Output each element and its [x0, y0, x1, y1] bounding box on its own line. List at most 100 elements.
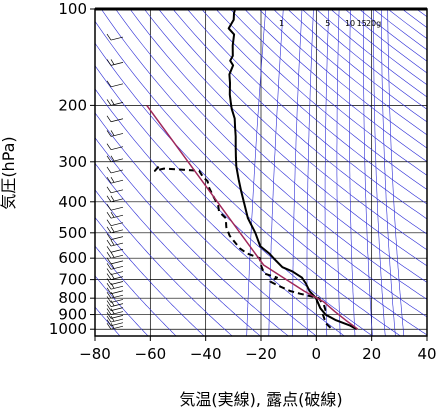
x-axis-title: 気温(実線), 露点(破線) — [179, 390, 342, 409]
dry-adiabat-line — [172, 9, 427, 235]
dry-adiabat-line — [143, 9, 427, 267]
wind-barb-flag — [110, 99, 115, 105]
wind-barb — [106, 296, 124, 303]
wind-barb — [106, 257, 124, 265]
wind-barb — [106, 263, 124, 270]
wind-barb-shaft — [110, 254, 124, 259]
data-lines — [146, 9, 359, 331]
wind-barb-flag — [106, 219, 112, 226]
dry-adiabat-line — [244, 9, 427, 162]
wind-barb-shaft — [110, 189, 124, 194]
dry-adiabat-line — [301, 9, 427, 110]
wind-barb-flag — [106, 291, 112, 299]
dry-adiabat-line — [95, 189, 233, 336]
wind-barb-flag — [110, 300, 115, 306]
wind-barb-flag — [106, 80, 112, 88]
wind-barb-shaft — [110, 36, 124, 41]
wind-barb-shaft — [110, 118, 124, 123]
dry-adiabat-line — [129, 9, 427, 283]
x-tick-label: −40 — [190, 345, 222, 363]
wind-barb-flag — [106, 143, 112, 150]
mixing-ratio-line — [349, 9, 356, 336]
wind-barb — [106, 226, 124, 234]
wind-barb-flag — [106, 186, 112, 194]
wind-barb — [106, 186, 124, 194]
wind-barb-flag — [106, 115, 112, 122]
wind-barb-flag — [106, 59, 112, 66]
wind-barb-shaft — [110, 214, 124, 219]
wind-barb-flag — [110, 308, 115, 314]
wind-barb-flag — [110, 251, 115, 258]
dry-adiabat-line — [186, 9, 427, 220]
dry-adiabat-line — [95, 245, 177, 336]
wind-barb-shaft — [110, 206, 124, 211]
wind-barb-flag — [106, 211, 112, 219]
wind-barb-shaft — [110, 285, 124, 290]
wind-barb — [106, 246, 124, 253]
wind-barb — [106, 130, 124, 137]
wind-barb — [106, 251, 124, 259]
wind-barb — [106, 99, 124, 106]
wind-barb-shaft — [110, 169, 124, 174]
wind-barb-flag — [106, 308, 112, 315]
wind-barb — [106, 319, 124, 327]
wind-barb-shaft — [110, 299, 124, 303]
wind-barb-flag — [106, 99, 112, 106]
wind-barb-flag — [106, 323, 112, 330]
wind-barb — [106, 308, 124, 315]
y-tick-label: 100 — [58, 0, 87, 18]
wind-barb — [106, 300, 124, 307]
wind-barb-flag — [106, 251, 112, 259]
wind-barb — [106, 166, 124, 174]
wind-barb-flag — [110, 130, 115, 136]
wind-barb-flag — [106, 263, 112, 270]
wind-barb-shaft — [110, 311, 124, 315]
wind-barb-flag — [106, 296, 112, 303]
wind-barb-flag — [106, 312, 112, 319]
dry-adiabat-line — [115, 9, 427, 300]
x-tick-label: −20 — [245, 345, 277, 363]
wind-barb-shaft — [110, 248, 124, 253]
mixing-ratio-line — [373, 9, 386, 336]
wind-barb-flag — [106, 195, 112, 202]
dry-adiabat-line — [201, 9, 427, 205]
wind-barb-shaft — [110, 242, 124, 247]
y-tick-label: 900 — [58, 306, 87, 324]
dry-adiabat-line — [387, 9, 427, 40]
wind-barb-flag — [111, 3, 114, 8]
dry-adiabat-line — [95, 306, 121, 336]
wind-barb-flag — [106, 283, 112, 290]
wind-barb-flag — [106, 268, 112, 275]
x-tick-label: −60 — [135, 345, 167, 363]
wind-barb-flag — [110, 155, 115, 161]
wind-barb-shaft — [110, 294, 124, 299]
wind-barb-flag — [106, 239, 112, 247]
y-tick-label: 1000 — [49, 320, 87, 338]
wind-barb-shaft — [110, 158, 124, 163]
y-tick-label: 200 — [58, 96, 87, 114]
wind-barb-flag — [106, 287, 112, 294]
wind-barb — [106, 304, 124, 311]
wind-barb-shaft — [110, 281, 124, 285]
mixing-ratio-line — [246, 9, 266, 336]
wind-barb — [106, 80, 124, 88]
wind-barb — [106, 268, 124, 275]
wind-barbs — [106, 3, 124, 330]
wind-barb-shaft — [110, 307, 124, 311]
dry-adiabat-line — [287, 9, 427, 123]
wind-barb-flag — [110, 59, 115, 65]
wind-barb-shaft — [110, 265, 124, 270]
wind-barb-flag — [106, 33, 112, 41]
mixing-ratio-labels: 1 5 10 15 20g — [279, 19, 381, 28]
wind-barb — [106, 323, 124, 330]
wind-barb — [106, 291, 124, 299]
wind-barb-shaft — [110, 62, 124, 66]
wind-barb-flag — [106, 273, 112, 280]
wind-barb — [106, 278, 124, 285]
mixing-ratio-label: 20g — [366, 19, 381, 28]
wind-barb — [106, 287, 124, 295]
dry-adiabat-line — [95, 216, 205, 336]
dry-adiabat-line — [95, 112, 317, 336]
dry-adiabat-line — [229, 9, 427, 176]
